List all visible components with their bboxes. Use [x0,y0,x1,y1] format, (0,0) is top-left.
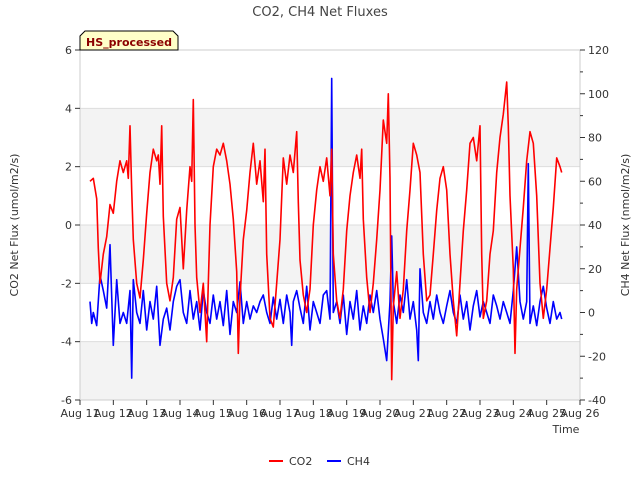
left-tick-label: 0 [65,219,72,232]
x-tick-label: Aug 12 [94,407,133,420]
right-tick-label: 100 [588,88,609,101]
background-band [80,108,580,167]
x-tick-label: Aug 23 [461,407,500,420]
left-tick-label: -6 [61,394,72,407]
x-tick-label: Aug 25 [527,407,566,420]
right-tick-label: 0 [588,307,595,320]
hs-processed-badge: HS_processed [79,30,179,51]
series-line-co2 [89,81,563,381]
chart-title: CO2, CH4 Net Fluxes [252,5,388,20]
badge-text: HS_processed [86,36,172,49]
right-tick-label: -40 [588,394,606,407]
x-tick-label: Aug 22 [427,407,466,420]
x-tick-label: Aug 16 [227,407,266,420]
right-tick-label: 20 [588,263,602,276]
right-axis: -40 -20 0 20 40 60 80 100 120 [580,44,609,407]
legend-label-co2: CO2 [289,455,312,468]
x-tick-label: Aug 11 [61,407,100,420]
background-band [80,50,580,109]
y-axis-label-right: CH4 Net Flux (nmol/m2/s) [619,154,632,297]
badge-shape [79,30,179,51]
series-layer [89,77,563,381]
left-tick-label: 4 [65,102,72,115]
x-tick-label: Aug 19 [327,407,366,420]
right-tick-label: 120 [588,44,609,57]
x-tick-label: Aug 20 [361,407,400,420]
x-tick-label: Aug 13 [127,407,166,420]
right-tick-label: 40 [588,219,602,232]
x-tick-label: Aug 15 [194,407,233,420]
y-axis-label-left: CO2 Net Flux (umol/m2/s) [8,154,21,297]
x-tick-label: Aug 17 [261,407,300,420]
series-line-ch4 [89,77,563,379]
right-tick-label: -20 [588,350,606,363]
x-tick-label: Aug 24 [494,407,533,420]
x-tick-label: Aug 18 [294,407,333,420]
right-tick-label: 60 [588,175,602,188]
left-tick-label: -2 [61,277,72,290]
left-tick-label: 2 [65,161,72,174]
x-tick-label: Aug 26 [561,407,600,420]
legend: CO2 CH4 [269,455,370,468]
background-band [80,341,580,400]
x-axis-label: Time [552,423,580,436]
left-tick-label: 6 [65,44,72,57]
left-axis: -6 -4 -2 0 2 4 6 [61,44,80,407]
legend-label-ch4: CH4 [347,455,370,468]
right-tick-label: 80 [588,132,602,145]
left-tick-label: -4 [61,336,72,349]
x-tick-label: Aug 21 [394,407,433,420]
x-tick-label: Aug 14 [161,407,200,420]
